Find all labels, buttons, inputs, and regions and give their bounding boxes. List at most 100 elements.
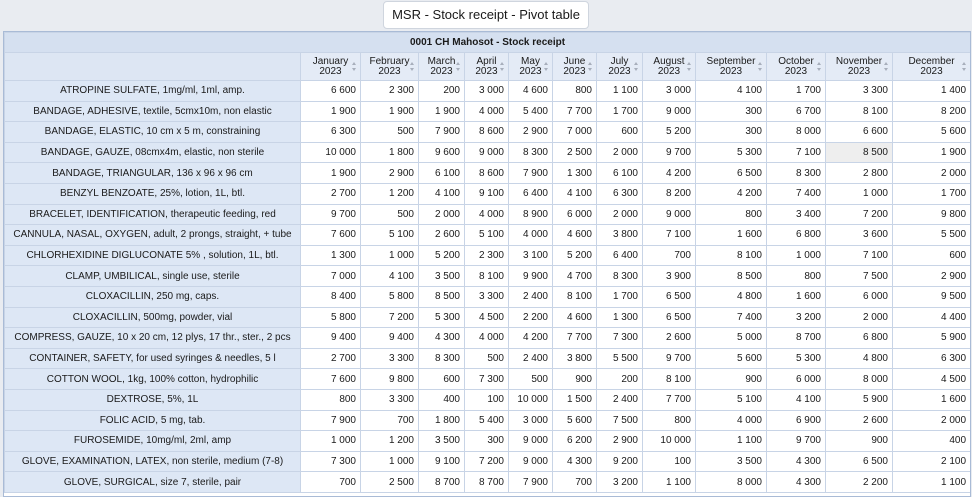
value-cell[interactable]: 2 300 [360,80,419,102]
value-cell[interactable]: 2 000 [891,409,970,432]
value-cell[interactable]: 9 900 [508,265,553,287]
value-cell[interactable]: 4 700 [552,265,597,287]
value-cell[interactable]: 2 500 [552,141,597,164]
value-cell[interactable]: 3 400 [766,203,826,226]
value-cell[interactable]: 1 000 [766,244,826,267]
value-cell[interactable]: 4 600 [552,224,597,246]
value-cell[interactable]: 1 900 [300,162,361,184]
value-cell[interactable]: 2 000 [825,306,893,329]
value-cell[interactable]: 500 [508,368,553,390]
value-cell[interactable]: 9 700 [642,347,696,370]
value-cell[interactable]: 3 500 [695,450,767,473]
value-cell[interactable]: 2 000 [891,162,970,184]
column-header-january[interactable]: January 2023 [300,52,361,81]
value-cell[interactable]: 8 200 [642,182,696,205]
value-cell[interactable]: 1 900 [300,100,361,123]
value-cell[interactable]: 1 300 [300,244,361,267]
value-cell[interactable]: 4 200 [508,327,553,349]
value-cell[interactable]: 4 300 [766,450,826,473]
value-cell[interactable]: 8 300 [508,141,553,164]
column-header-may[interactable]: May 2023 [508,52,553,81]
value-cell[interactable]: 1 600 [695,224,767,246]
value-cell[interactable]: 700 [300,471,361,493]
value-cell[interactable]: 3 000 [464,80,509,102]
sort-icon[interactable] [687,62,692,71]
value-cell[interactable]: 4 300 [418,327,465,349]
value-cell[interactable]: 5 100 [360,224,419,246]
sort-icon[interactable] [500,62,505,71]
value-cell[interactable]: 8 700 [418,471,465,493]
value-cell[interactable]: 8 200 [891,100,970,123]
value-cell[interactable]: 1 300 [552,162,597,184]
value-cell[interactable]: 9 000 [508,450,553,473]
value-cell[interactable]: 6 600 [300,80,361,102]
value-cell[interactable]: 1 900 [360,100,419,123]
value-cell[interactable]: 7 900 [508,471,553,493]
value-cell[interactable]: 4 000 [508,224,553,246]
column-header-november[interactable]: November 2023 [825,52,893,81]
sort-icon[interactable] [634,62,639,71]
value-cell[interactable]: 4 100 [695,80,767,102]
value-cell[interactable]: 1 700 [596,100,643,123]
value-cell[interactable]: 5 600 [695,347,767,370]
value-cell[interactable]: 5 600 [552,409,597,432]
value-cell[interactable]: 1 000 [360,450,419,473]
value-cell[interactable]: 200 [596,368,643,390]
value-cell[interactable]: 9 000 [642,203,696,226]
value-cell[interactable]: 6 600 [825,121,893,143]
value-cell[interactable]: 5 500 [596,347,643,370]
value-cell[interactable]: 100 [642,450,696,473]
value-cell[interactable]: 3 500 [418,265,465,287]
value-cell[interactable]: 1 400 [891,80,970,102]
sort-icon[interactable] [410,62,415,71]
value-cell[interactable]: 6 900 [766,409,826,432]
value-cell[interactable]: 2 700 [300,347,361,370]
value-cell[interactable]: 5 600 [891,121,970,143]
value-cell[interactable]: 2 300 [464,244,509,267]
value-cell[interactable]: 3 300 [360,388,419,411]
value-cell[interactable]: 6 500 [642,306,696,329]
value-cell[interactable]: 8 900 [508,203,553,226]
value-cell[interactable]: 8 100 [695,244,767,267]
value-cell[interactable]: 2 400 [596,388,643,411]
value-cell[interactable]: 8 100 [552,285,597,308]
value-cell[interactable]: 4 100 [360,265,419,287]
value-cell[interactable]: 4 300 [766,471,826,493]
value-cell[interactable]: 1 000 [360,244,419,267]
value-cell[interactable]: 1 600 [766,285,826,308]
value-cell[interactable]: 7 900 [508,162,553,184]
value-cell[interactable]: 8 100 [825,100,893,123]
value-cell[interactable]: 6 100 [418,162,465,184]
value-cell[interactable]: 3 500 [418,430,465,452]
value-cell[interactable]: 8 100 [464,265,509,287]
value-cell[interactable]: 9 200 [596,450,643,473]
value-cell[interactable]: 6 300 [891,347,970,370]
value-cell[interactable]: 9 100 [464,182,509,205]
value-cell[interactable]: 5 300 [418,306,465,329]
value-cell[interactable]: 7 400 [766,182,826,205]
value-cell[interactable]: 9 700 [300,203,361,226]
value-cell[interactable]: 5 300 [766,347,826,370]
value-cell[interactable]: 700 [360,409,419,432]
value-cell[interactable]: 4 400 [891,306,970,329]
value-cell[interactable]: 2 200 [508,306,553,329]
value-cell[interactable]: 1 000 [825,182,893,205]
value-cell[interactable]: 7 700 [552,327,597,349]
value-cell[interactable]: 3 200 [766,306,826,329]
value-cell[interactable]: 1 200 [360,430,419,452]
value-cell[interactable]: 1 100 [695,430,767,452]
value-cell[interactable]: 2 600 [825,409,893,432]
value-cell[interactable]: 8 600 [464,162,509,184]
value-cell[interactable]: 5 800 [300,306,361,329]
value-cell[interactable]: 8 100 [642,368,696,390]
value-cell[interactable]: 8 300 [766,162,826,184]
value-cell[interactable]: 9 800 [891,203,970,226]
value-cell[interactable]: 3 300 [825,80,893,102]
value-cell[interactable]: 5 100 [695,388,767,411]
value-cell[interactable]: 9 800 [360,368,419,390]
value-cell[interactable]: 6 500 [695,162,767,184]
value-cell[interactable]: 2 800 [825,162,893,184]
value-cell[interactable]: 7 500 [596,409,643,432]
value-cell[interactable]: 1 700 [766,80,826,102]
value-cell[interactable]: 5 300 [695,141,767,164]
